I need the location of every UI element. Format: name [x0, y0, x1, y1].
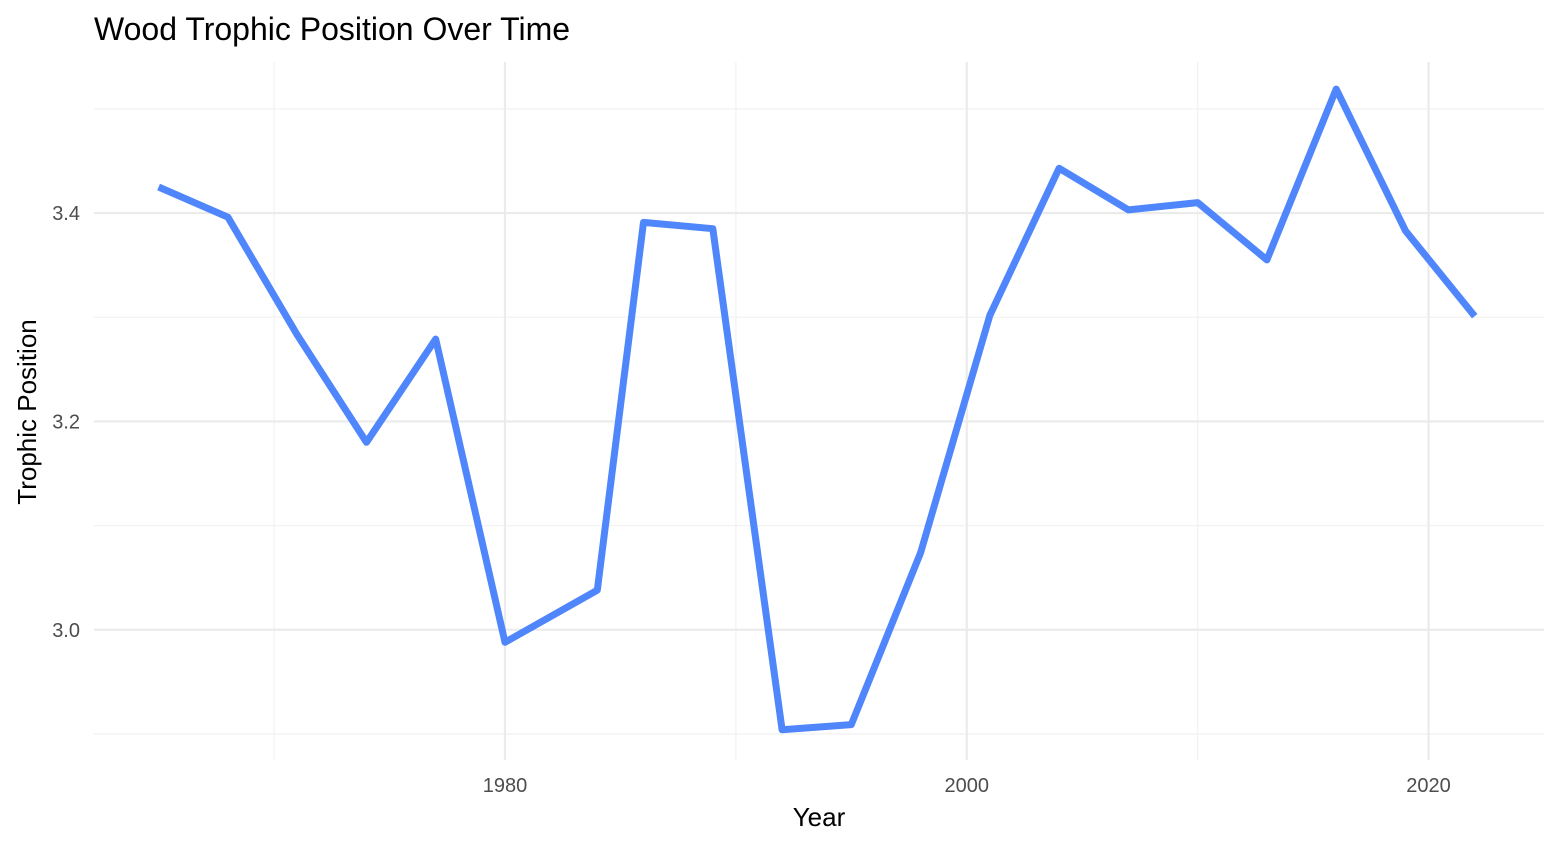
- y-axis-title: Trophic Position: [12, 319, 42, 504]
- x-tick-label: 2020: [1406, 775, 1451, 797]
- series-group: [157, 85, 1478, 734]
- chart-title: Wood Trophic Position Over Time: [94, 11, 570, 47]
- minor-gridlines: [94, 62, 1544, 760]
- x-tick-label: 2000: [945, 775, 990, 797]
- y-tick-label: 3.4: [52, 203, 80, 225]
- y-tick-label: 3.2: [52, 411, 80, 433]
- x-tick-label: 1980: [483, 775, 528, 797]
- y-tick-label: 3.0: [52, 620, 80, 642]
- y-axis-tick-labels: 3.0 3.2 3.4: [52, 203, 80, 642]
- x-axis-title: Year: [793, 802, 846, 832]
- major-gridlines: [94, 62, 1544, 760]
- x-axis-tick-labels: 1980 2000 2020: [483, 775, 1451, 797]
- series-line: [157, 85, 1478, 734]
